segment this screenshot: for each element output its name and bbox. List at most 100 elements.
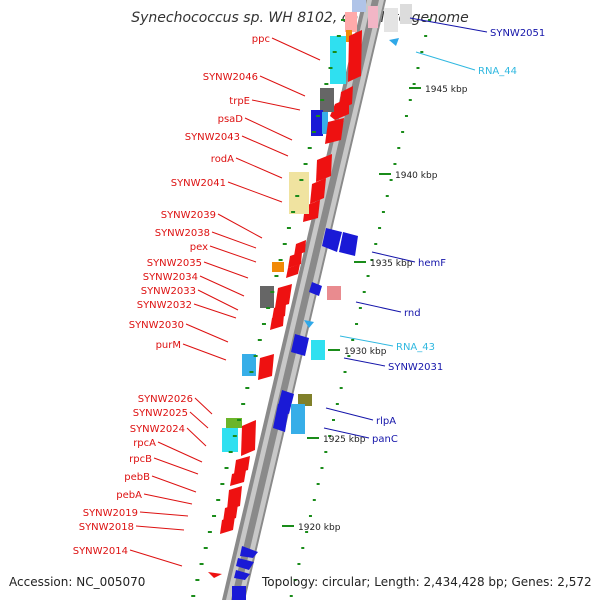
gene-label-left[interactable]: trpE [229, 96, 250, 107]
leader-line [323, 427, 370, 439]
scale-label: 1930 kbp [344, 347, 387, 357]
scale-label: 1945 kbp [425, 85, 468, 95]
gene-label-right[interactable]: SYNW2051 [490, 28, 545, 39]
gene-RNA_43 [304, 320, 314, 328]
gene-label-left[interactable]: SYNW2034 [143, 272, 198, 283]
gene-rpc-peb-cluster [220, 456, 250, 534]
gene-label-left[interactable]: pebA [116, 490, 142, 501]
leader-line [227, 181, 283, 203]
leader-line [209, 245, 257, 263]
leader-line [157, 441, 203, 463]
gene-label-left[interactable]: rodA [211, 154, 234, 165]
accession-text: Accession: NC_005070 [9, 575, 146, 589]
gene-label-left[interactable]: SYNW2018 [79, 522, 134, 533]
gene-trpE [320, 88, 334, 112]
gene-label-left[interactable]: SYNW2024 [130, 424, 185, 435]
gene-label-left[interactable]: SYNW2041 [171, 178, 226, 189]
leader-line [182, 343, 227, 361]
gene-rnd [309, 282, 341, 300]
scale-label: 1940 kbp [395, 171, 438, 181]
gene-label-left[interactable]: pebB [124, 472, 150, 483]
gene-label-right[interactable]: RNA_43 [396, 342, 435, 353]
leader-line [217, 213, 263, 239]
leader-line [325, 407, 374, 421]
gene-label-right[interactable]: panC [372, 434, 398, 445]
leader-line [129, 549, 183, 567]
gene-rodA [303, 154, 332, 222]
leader-line [339, 335, 394, 347]
scale-labels: 1945 kbp 1940 kbp 1935 kbp 1930 kbp 1925 kbp… [282, 85, 468, 533]
tick-marks [191, 19, 431, 597]
gene-label-left[interactable]: SYNW2035 [147, 258, 202, 269]
gene-rlpA-panC [273, 390, 312, 434]
gene-syn-2046-2049 [330, 30, 362, 120]
gene-label-left[interactable]: rpcB [129, 454, 152, 465]
leader-line [151, 475, 197, 493]
gene-hemF [322, 228, 358, 256]
topology-text: Topology: circular; Length: 2,434,428 bp… [262, 575, 592, 589]
gene-label-right[interactable]: hemF [418, 258, 446, 269]
leader-line [199, 275, 245, 297]
leader-line [139, 511, 189, 517]
gene-SYNW2024-2026 [222, 418, 256, 456]
gene-label-right[interactable]: SYNW2031 [388, 362, 443, 373]
leader-line [409, 17, 488, 33]
leader-line [343, 357, 386, 367]
leader-line [153, 457, 199, 475]
gene-label-right[interactable]: RNA_44 [478, 66, 517, 77]
gene-SYNW2038-2039 [286, 240, 306, 278]
gene-label-left[interactable]: SYNW2046 [203, 72, 258, 83]
leader-line [185, 323, 229, 343]
gene-SYNW2041 [289, 172, 309, 214]
leader-line [251, 99, 301, 111]
leader-line [241, 135, 289, 157]
scale-label: 1935 kbp [370, 259, 413, 269]
gene-label-left[interactable]: SYNW2025 [133, 408, 188, 419]
leader-line [355, 301, 402, 313]
backbone [222, 0, 386, 600]
gene-purM [242, 354, 274, 380]
right-gene-labels: SYNW2051 RNA_44 hemF rnd RNA_43 SYNW2031 rlpA p… [323, 17, 545, 445]
leader-line [371, 251, 416, 263]
gene-top-cluster [345, 0, 412, 46]
gene-glyphs [208, 0, 412, 600]
leader-line [143, 493, 193, 505]
gene-label-left[interactable]: psaD [218, 114, 244, 125]
gene-label-left[interactable]: SYNW2014 [73, 546, 128, 557]
leader-line [135, 525, 185, 531]
gene-label-left[interactable]: SYNW2033 [141, 286, 196, 297]
leader-line [271, 37, 321, 61]
leader-line [197, 289, 239, 311]
gene-SYNW2033-2034 [260, 284, 292, 330]
gene-label-left[interactable]: SYNW2030 [129, 320, 184, 331]
gene-label-left[interactable]: rpcA [133, 438, 156, 449]
gene-pex [272, 262, 284, 272]
leader-line [259, 75, 306, 97]
gene-label-left[interactable]: SYNW2032 [137, 300, 192, 311]
gene-label-left[interactable]: SYNW2026 [138, 394, 193, 405]
gene-bottom-blue [232, 546, 258, 600]
gene-label-left[interactable]: SYNW2043 [185, 132, 240, 143]
left-gene-labels: ppc SYNW2046 trpE psaD SYNW2043 rodA SYNW2041 S… [73, 34, 321, 567]
leader-line [194, 397, 213, 415]
leader-line [235, 157, 283, 179]
scale-label: 1925 kbp [323, 435, 366, 445]
gene-label-right[interactable]: rnd [404, 308, 421, 319]
scale-label: 1920 kbp [298, 523, 341, 533]
gene-label-left[interactable]: ppc [252, 34, 270, 45]
gene-label-left[interactable]: SYNW2038 [155, 228, 210, 239]
leader-line [415, 51, 476, 71]
gene-label-left[interactable]: purM [156, 340, 181, 351]
leader-line [186, 427, 207, 447]
gene-label-left[interactable]: SYNW2019 [83, 508, 138, 519]
gene-SYNW2031 [291, 334, 325, 360]
gene-label-left[interactable]: pex [190, 242, 208, 253]
leader-line [203, 261, 249, 279]
gene-SYNW2014 [208, 572, 222, 578]
gene-label-right[interactable]: rlpA [376, 416, 396, 427]
gene-label-left[interactable]: SYNW2039 [161, 210, 216, 221]
leader-line [244, 117, 293, 141]
leader-line [211, 231, 257, 249]
